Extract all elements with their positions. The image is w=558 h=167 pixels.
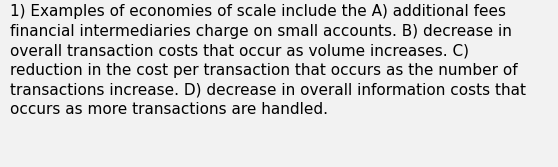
Text: 1) Examples of economies of scale include the A) additional fees financial inter: 1) Examples of economies of scale includ… <box>10 4 526 117</box>
